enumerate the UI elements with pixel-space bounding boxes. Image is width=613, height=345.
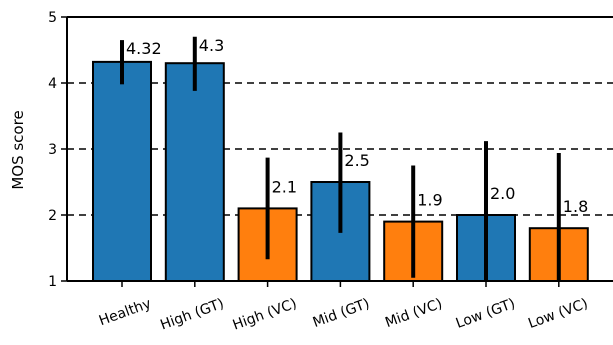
- y-tick-label: 2: [48, 208, 57, 224]
- y-tick-label: 1: [48, 274, 57, 290]
- data-label: 1.8: [563, 197, 588, 216]
- error-bars: [120, 36, 561, 281]
- y-axis-title: MOS score: [9, 110, 27, 189]
- grid-lines: [67, 82, 613, 216]
- data-label: 4.3: [199, 36, 224, 55]
- x-ticks: Healthy High (GT) High (VC) Mid (GT) Mid (VC…: [97, 281, 590, 334]
- x-tick-label: Mid (GT): [311, 296, 372, 331]
- data-label: 2.5: [344, 151, 369, 170]
- x-tick-label: High (VC): [231, 296, 299, 334]
- x-tick-label: High (GT): [158, 296, 226, 334]
- data-label: 2.0: [490, 184, 515, 203]
- bar: [164, 62, 225, 283]
- y-ticks: 1 2 3 4 5: [48, 10, 67, 290]
- x-tick-label: Mid (VC): [383, 296, 444, 331]
- data-label: 2.1: [272, 177, 297, 196]
- y-tick-label: 3: [48, 142, 57, 158]
- data-label: 4.32: [126, 39, 162, 58]
- y-tick-label: 4: [48, 76, 57, 92]
- x-tick-label: Low (GT): [454, 296, 518, 332]
- bar: [92, 60, 152, 282]
- data-label: 1.9: [417, 191, 442, 210]
- data-labels: 4.32 4.3 2.1 2.5 1.9 2.0 1.8: [126, 36, 588, 216]
- y-tick-label: 5: [48, 10, 57, 26]
- x-tick-label: Low (VC): [526, 296, 590, 332]
- x-tick-label: Healthy: [97, 296, 153, 330]
